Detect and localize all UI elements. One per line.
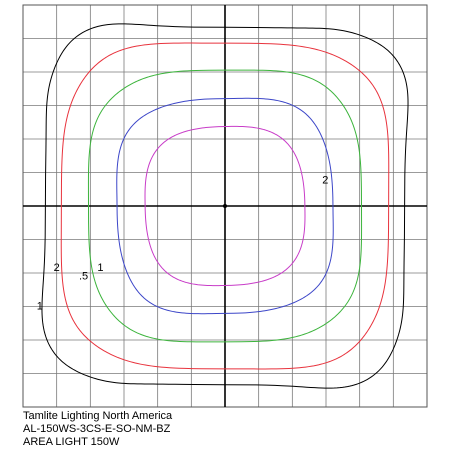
contour-line-3 (116, 97, 334, 315)
contour-line-0 (41, 23, 409, 389)
contour-label-3: 1 (97, 262, 103, 274)
contour-label-2: .5 (79, 270, 88, 282)
center-marker (223, 204, 227, 208)
contour-labels: 2 2 .5 1 1 (37, 174, 329, 312)
contour-line-4 (144, 125, 306, 287)
product-name: AREA LIGHT 150W (23, 436, 120, 448)
contour-series (41, 23, 409, 389)
model-number: AL-150WS-3CS-E-SO-NM-BZ (23, 423, 171, 435)
contour-label-4: 1 (37, 300, 43, 312)
isolux-contour-chart: 2 2 .5 1 1 (22, 4, 428, 408)
company-name: Tamlite Lighting North America (23, 410, 173, 422)
contour-label-1: 2 (54, 262, 60, 274)
contour-line-2 (87, 69, 363, 343)
contour-label-0: 2 (322, 174, 328, 186)
contour-line-1 (60, 42, 390, 370)
